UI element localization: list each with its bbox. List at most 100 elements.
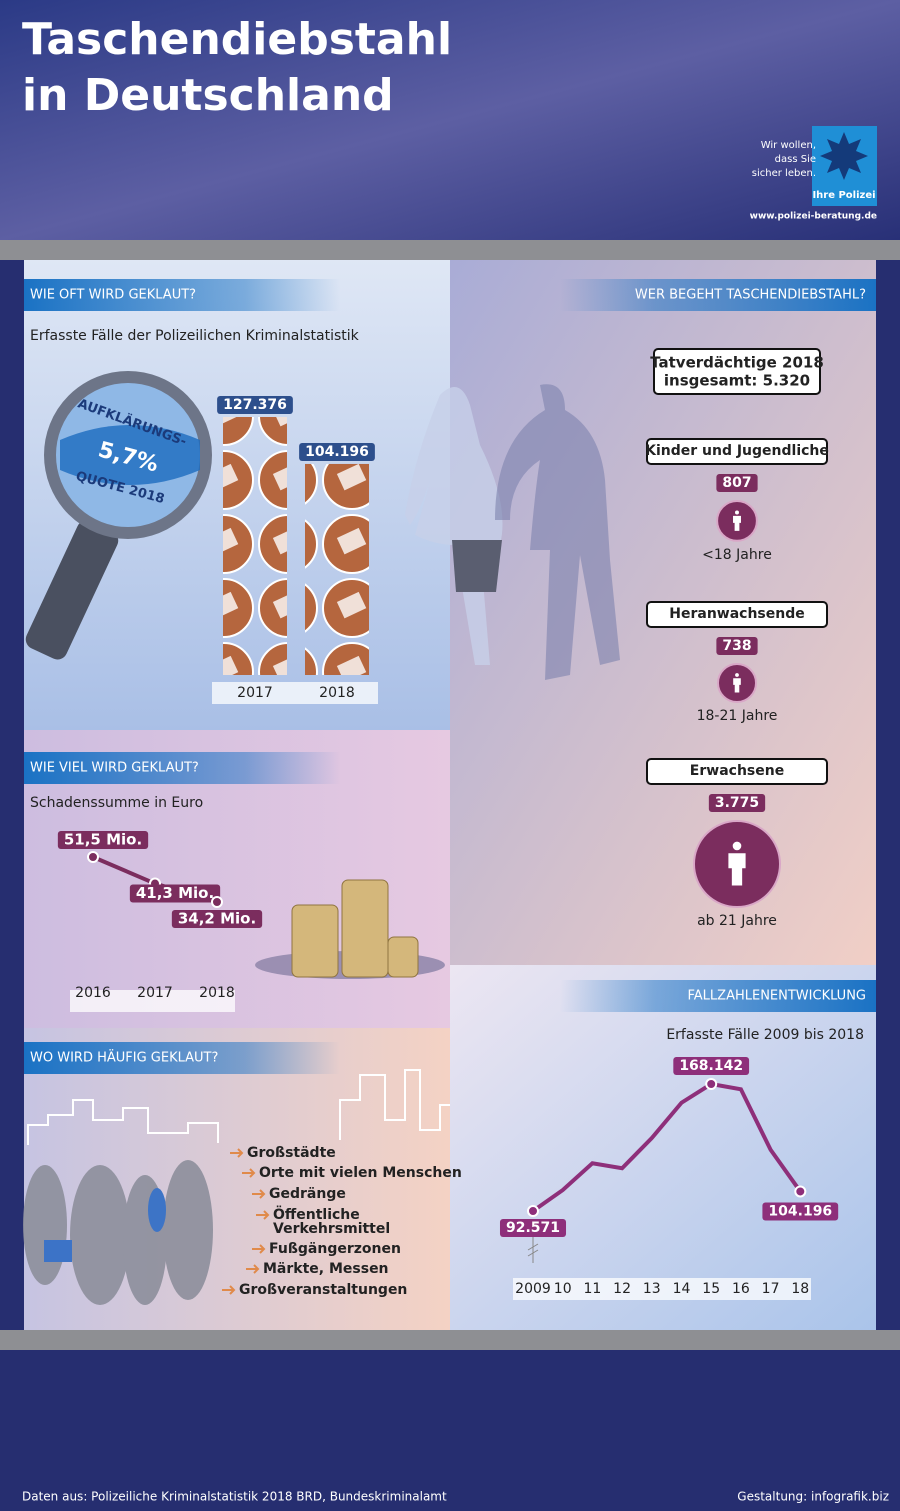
section-band bbox=[24, 1042, 340, 1074]
x-tick-label: 15 bbox=[702, 1281, 720, 1297]
people bbox=[23, 1160, 213, 1305]
frame bbox=[0, 240, 900, 260]
value-label: 104.196 bbox=[768, 1203, 832, 1219]
x-tick-label: 2018 bbox=[199, 985, 235, 1001]
place: Verkehrsmittel bbox=[273, 1221, 390, 1237]
x-tick-label: 14 bbox=[673, 1281, 691, 1297]
frame bbox=[0, 1330, 900, 1350]
line bbox=[531, 1081, 802, 1213]
place: Orte mit vielen Menschen bbox=[259, 1165, 462, 1181]
person-icon bbox=[728, 841, 746, 886]
label-box bbox=[129, 884, 221, 903]
point bbox=[87, 851, 99, 863]
header bbox=[0, 0, 900, 240]
age-label: ab 21 Jahre bbox=[697, 913, 777, 929]
label-box bbox=[217, 396, 293, 414]
logo-text: Wir wollen, bbox=[761, 140, 816, 151]
section-title: WIE OFT WIRD GEKLAUT? bbox=[30, 288, 196, 303]
arrow bbox=[256, 1210, 270, 1220]
x-tick-label: 10 bbox=[554, 1281, 572, 1297]
logo-name: Ihre Polizei bbox=[812, 190, 875, 201]
bar bbox=[223, 417, 287, 675]
label-box bbox=[716, 474, 758, 492]
footer-credit: Gestaltung: infografik.biz bbox=[737, 1490, 889, 1504]
bar bbox=[305, 463, 369, 675]
point bbox=[794, 1185, 807, 1198]
place: Märkte, Messen bbox=[263, 1261, 389, 1277]
x-tick-label: 16 bbox=[732, 1281, 750, 1297]
arrow bbox=[230, 1148, 244, 1158]
group-title: Kinder und Jugendliche bbox=[645, 443, 829, 459]
value-label: 807 bbox=[722, 475, 751, 491]
age-label: 18-21 Jahre bbox=[697, 708, 778, 724]
x-tick-label: 2018 bbox=[319, 685, 355, 701]
section-band bbox=[24, 279, 340, 311]
group-box bbox=[646, 601, 828, 628]
value-label: 3.775 bbox=[715, 795, 759, 811]
group-title: Heranwachsende bbox=[669, 606, 805, 622]
group-box bbox=[646, 758, 828, 785]
url: www.polizei-beratung.de bbox=[750, 212, 877, 222]
label-box bbox=[299, 442, 375, 461]
arrow bbox=[242, 1168, 256, 1178]
value-label: 168.142 bbox=[679, 1058, 743, 1074]
arrow bbox=[252, 1244, 266, 1254]
label-box bbox=[171, 910, 263, 928]
value-label: 41,3 Mio. bbox=[136, 884, 214, 902]
place: Gedränge bbox=[269, 1186, 346, 1202]
point bbox=[705, 1078, 718, 1090]
point bbox=[527, 1205, 539, 1217]
title: in Deutschland bbox=[22, 70, 394, 121]
x-tick-label: 11 bbox=[583, 1281, 601, 1297]
value-label: 104.196 bbox=[305, 444, 369, 460]
x-tick-label: 2009 bbox=[515, 1281, 551, 1297]
x-tick-label: 2017 bbox=[137, 985, 173, 1001]
silhouette bbox=[495, 384, 620, 680]
arrow bbox=[246, 1264, 260, 1274]
label-box bbox=[716, 637, 758, 655]
person-icon bbox=[733, 673, 741, 693]
x-tick-label: 2017 bbox=[237, 685, 273, 701]
panel bbox=[450, 965, 876, 1330]
place: Öffentliche bbox=[273, 1205, 360, 1223]
label-box bbox=[762, 1202, 839, 1221]
point bbox=[211, 896, 223, 908]
logo-text: sicher leben. bbox=[752, 168, 816, 179]
value-label: 127.376 bbox=[223, 397, 287, 413]
total-box bbox=[653, 348, 821, 395]
value-label: 34,2 Mio. bbox=[178, 910, 256, 928]
section-title: WIE VIEL WIRD GEKLAUT? bbox=[30, 761, 199, 776]
section-title: WO WIRD HÄUFIG GEKLAUT? bbox=[30, 1050, 218, 1066]
coins bbox=[291, 879, 419, 978]
label-box bbox=[57, 831, 149, 849]
logo-star bbox=[820, 132, 868, 180]
section-band bbox=[560, 279, 876, 311]
x-tick-label: 2016 bbox=[75, 985, 111, 1001]
axis-box bbox=[212, 682, 378, 704]
section-band bbox=[24, 752, 340, 784]
value-label: 92.571 bbox=[506, 1220, 560, 1236]
age-label: <18 Jahre bbox=[702, 547, 772, 563]
x-tick-label: 17 bbox=[762, 1281, 780, 1297]
magnifier bbox=[25, 371, 212, 660]
footer-source: Daten aus: Polizeiliche Kriminalstatisti… bbox=[22, 1490, 447, 1504]
x-tick-label: 12 bbox=[613, 1281, 631, 1297]
handbag bbox=[452, 540, 502, 592]
place: Fußgängerzonen bbox=[269, 1241, 401, 1257]
section-band bbox=[560, 980, 876, 1012]
skyline bbox=[27, 1069, 450, 1145]
person-icon bbox=[733, 510, 741, 531]
label-box bbox=[708, 794, 766, 812]
axis-box bbox=[513, 1278, 811, 1300]
label-box bbox=[499, 1219, 567, 1237]
place: Großveranstaltungen bbox=[239, 1282, 407, 1298]
x-tick-label: 18 bbox=[791, 1281, 809, 1297]
section-title: FALLZAHLENENTWICKLUNG bbox=[688, 989, 867, 1004]
value-label: 51,5 Mio. bbox=[64, 831, 142, 849]
subtitle: Schadenssumme in Euro bbox=[30, 795, 203, 811]
place: Großstädte bbox=[247, 1145, 336, 1161]
subtitle: Erfasste Fälle der Polizeilichen Krimina… bbox=[30, 328, 360, 344]
subtitle: Erfasste Fälle 2009 bis 2018 bbox=[666, 1027, 864, 1043]
